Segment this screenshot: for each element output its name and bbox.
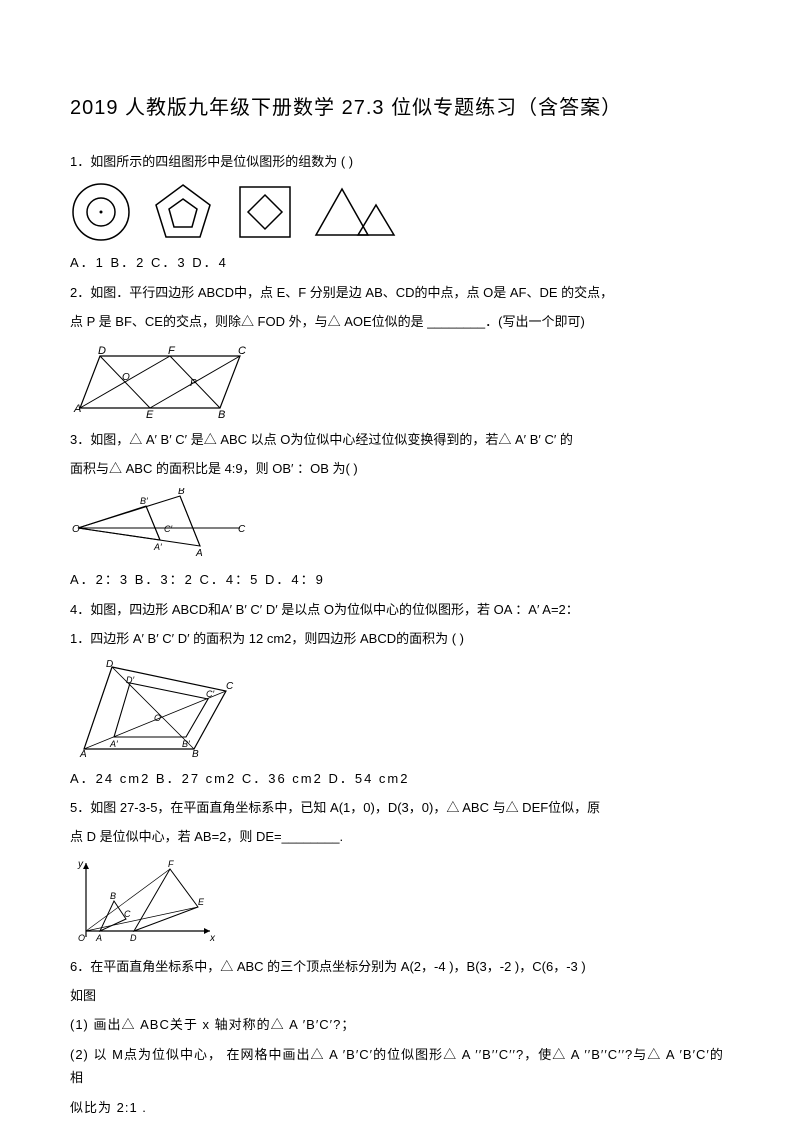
question-3-choices: A．2：3 B．3：2 C．4：5 D．4：9: [70, 568, 730, 591]
svg-text:x: x: [209, 933, 216, 944]
svg-text:B: B: [192, 749, 199, 759]
svg-text:B: B: [178, 488, 185, 497]
question-5-figure: O y x A B C D F E: [70, 857, 730, 947]
question-2-line2: 点 P 是 BF、CE的交点，则除△ FOD 外，与△ AOE位似的是 ____…: [70, 310, 730, 333]
svg-text:D: D: [130, 933, 137, 943]
triangle-pair-icon: [314, 183, 396, 241]
question-2-figure: D F C A E B O P: [70, 342, 730, 420]
svg-text:C′: C′: [206, 689, 214, 699]
question-6-line2: 如图: [70, 984, 730, 1007]
svg-text:B′: B′: [182, 739, 190, 749]
svg-text:E: E: [198, 897, 205, 907]
svg-text:P: P: [190, 378, 197, 389]
svg-text:F: F: [168, 859, 174, 869]
quadrilateral-dilation-icon: A B C D A′ B′ C′ D′ O: [70, 659, 240, 759]
question-4-line1: 4．如图，四边形 ABCD和A′ B′ C′ D′ 是以点 O为位似中心的位似图…: [70, 598, 730, 621]
question-6-line1: 6．在平面直角坐标系中，△ ABC 的三个顶点坐标分别为 A(2，-4 )，B(…: [70, 955, 730, 978]
square-diamond-icon: [234, 181, 296, 243]
question-2-line1: 2．如图．平行四边形 ABCD中，点 E、F 分别是边 AB、CD的中点，点 O…: [70, 281, 730, 304]
question-4-line2: 1．四边形 A′ B′ C′ D′ 的面积为 12 cm2，则四边形 ABCD的…: [70, 627, 730, 650]
svg-text:y: y: [77, 859, 84, 870]
svg-text:E: E: [146, 409, 154, 420]
question-6-sub3: 似比为 2:1 .: [70, 1096, 730, 1119]
coordinate-dilation-icon: O y x A B C D F E: [70, 857, 220, 947]
question-5-line1: 5．如图 27-3-5，在平面直角坐标系中，已知 A(1，0)，D(3，0)，△…: [70, 796, 730, 819]
question-4-choices: A．24 cm2 B．27 cm2 C．36 cm2 D．54 cm2: [70, 767, 730, 790]
triangle-dilation-icon: O B B′ C C′ A A′: [70, 488, 250, 560]
svg-text:O: O: [72, 524, 80, 535]
question-3-line2: 面积与△ ABC 的面积比是 4:9，则 OB′ ：OB 为( ): [70, 457, 730, 480]
svg-text:O: O: [154, 713, 161, 723]
svg-text:D′: D′: [126, 675, 134, 685]
svg-text:D: D: [98, 345, 106, 357]
question-5-line2: 点 D 是位似中心，若 AB=2，则 DE=________.: [70, 825, 730, 848]
question-1-figure: [70, 181, 730, 243]
svg-text:A: A: [73, 403, 81, 415]
circle-pair-icon: [70, 181, 132, 243]
svg-text:A: A: [95, 933, 102, 943]
svg-text:C: C: [238, 524, 246, 535]
svg-text:B′: B′: [140, 496, 148, 506]
question-3-figure: O B B′ C C′ A A′: [70, 488, 730, 560]
svg-text:O: O: [122, 372, 130, 383]
svg-text:C: C: [238, 345, 246, 357]
svg-text:F: F: [168, 345, 176, 357]
svg-text:C′: C′: [164, 524, 172, 534]
question-1-choices: A．1 B．2 C．3 D．4: [70, 251, 730, 274]
question-6-sub2: (2) 以 M点为位似中心， 在网格中画出△ A ′B′C′的位似图形△ A ′…: [70, 1043, 730, 1090]
svg-text:O: O: [78, 933, 85, 943]
svg-text:C: C: [226, 681, 234, 692]
svg-text:A: A: [79, 749, 87, 759]
svg-text:B: B: [218, 409, 225, 420]
question-3-line1: 3．如图，△ A′ B′ C′ 是△ ABC 以点 O为位似中心经过位似变换得到…: [70, 428, 730, 451]
svg-text:A′: A′: [153, 542, 162, 552]
svg-text:C: C: [124, 909, 131, 919]
parallelogram-diagram-icon: D F C A E B O P: [70, 342, 260, 420]
svg-text:B: B: [110, 891, 116, 901]
question-4-figure: A B C D A′ B′ C′ D′ O: [70, 659, 730, 759]
question-6-sub1: (1) 画出△ ABC关于 x 轴对称的△ A ′B′C′?；: [70, 1013, 730, 1036]
svg-text:A: A: [195, 548, 203, 559]
question-1-text: 1．如图所示的四组图形中是位似图形的组数为 ( ): [70, 150, 730, 173]
pentagon-pair-icon: [150, 181, 216, 243]
svg-text:A′: A′: [109, 739, 118, 749]
svg-text:D: D: [106, 659, 113, 670]
page-title: 2019 人教版九年级下册数学 27.3 位似专题练习（含答案）: [70, 90, 730, 126]
